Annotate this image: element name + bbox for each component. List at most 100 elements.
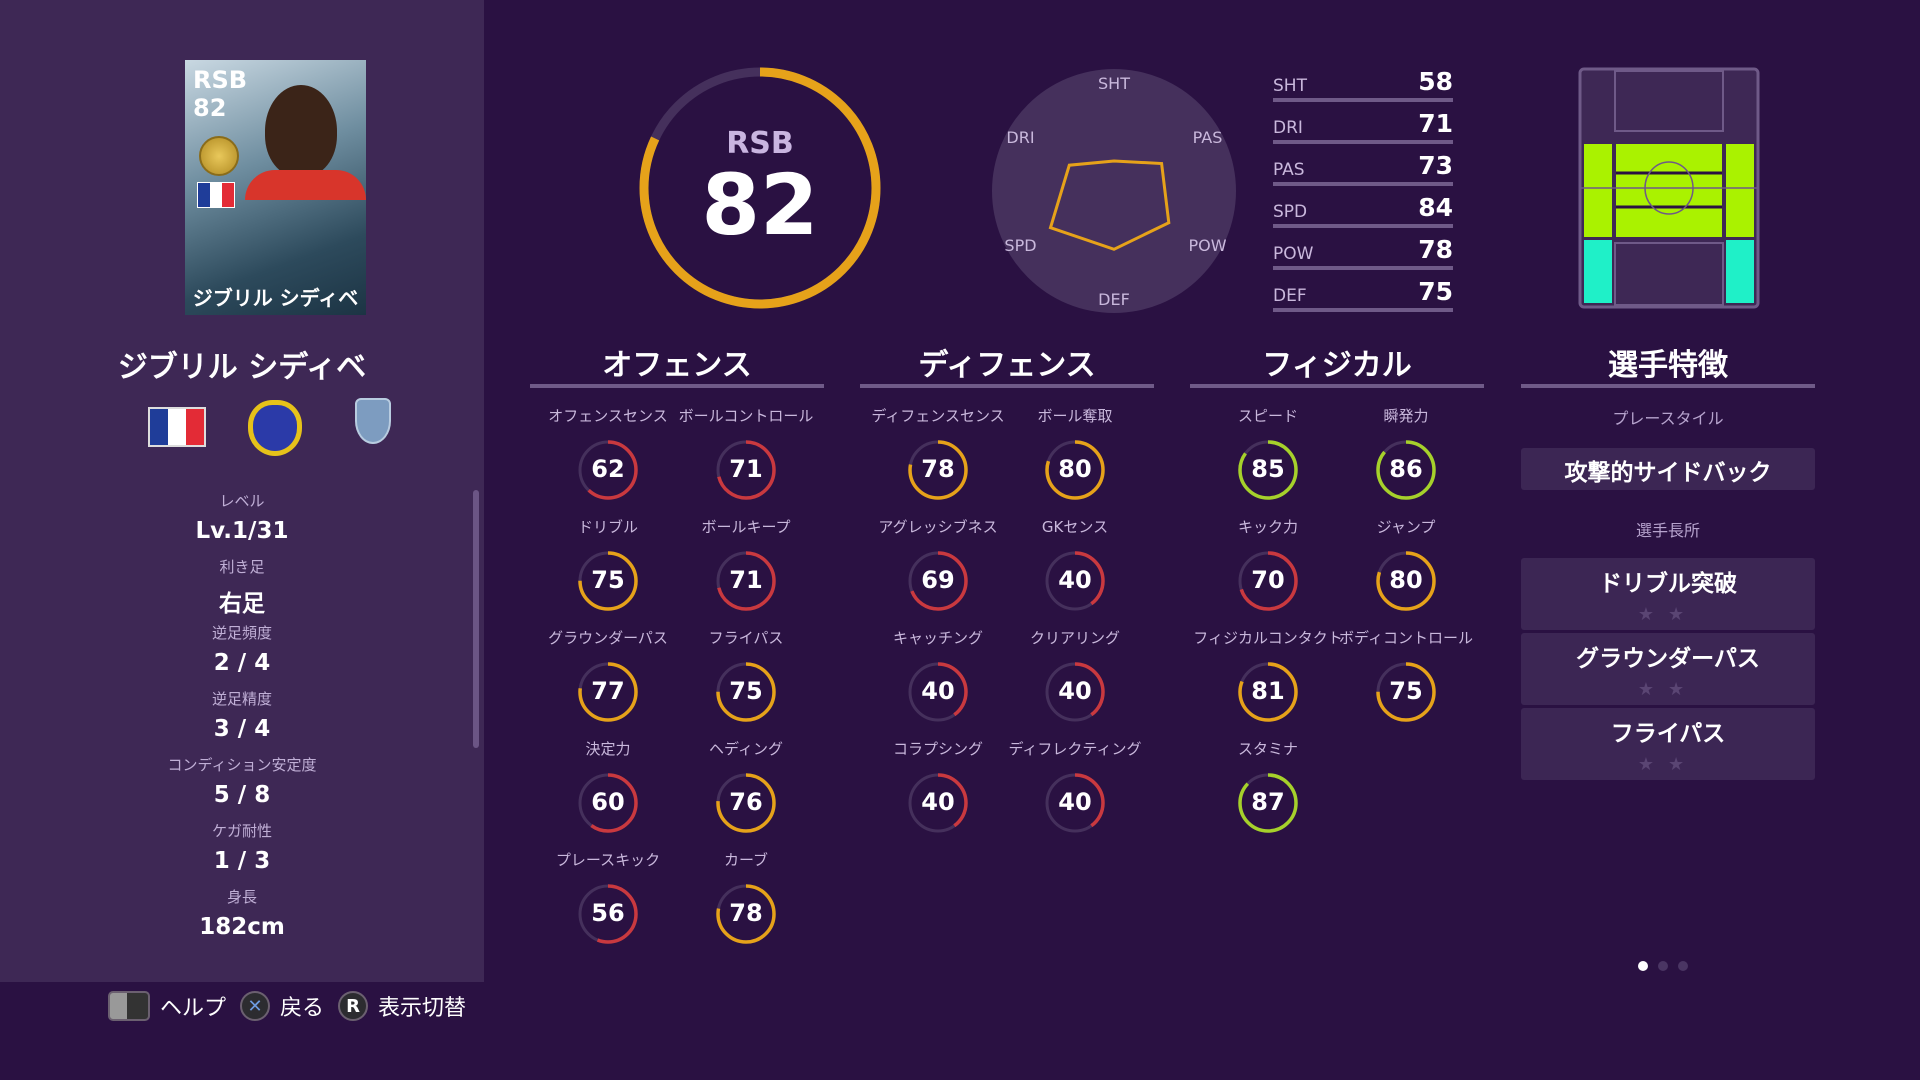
info-value: 5 / 8 [213, 782, 271, 808]
stat-ring-arc [1238, 662, 1298, 722]
position-heatmap [1578, 67, 1760, 309]
stat-label: ドリブル [577, 518, 638, 536]
section-header: フィジカル [1262, 348, 1412, 383]
page-dot[interactable] [1678, 961, 1688, 971]
player-name: ジブリル シディベ [117, 350, 367, 385]
strengths-label: 選手長所 [1635, 521, 1700, 540]
scrollbar[interactable] [473, 490, 479, 748]
stat-ring-arc [578, 884, 638, 944]
stat-label: ボールコントロール [678, 407, 814, 425]
summary-key: SPD [1273, 202, 1308, 222]
radar-axis-label: POW [1188, 236, 1226, 255]
stat-ring: 77 [576, 660, 640, 724]
strength-name: フライパス [1610, 721, 1726, 747]
toggle-view-button[interactable]: R 表示切替 [338, 990, 466, 1022]
strength-stars: ★★ [1637, 754, 1699, 775]
stat-value: 78 [921, 455, 955, 483]
summary-row: SHT 58 [1273, 60, 1453, 102]
section-divider [1190, 384, 1484, 388]
info-label: 利き足 [219, 558, 265, 576]
stat-value: 71 [729, 566, 763, 594]
stat-value: 62 [591, 455, 625, 483]
stat-ring: 40 [906, 771, 970, 835]
pagination-dots [1638, 961, 1688, 971]
page-dot[interactable] [1658, 961, 1668, 971]
stat-label: ディフレクティング [1008, 740, 1142, 758]
stat-label: スピード [1237, 407, 1298, 425]
strength-item[interactable]: フライパス ★★ [1521, 708, 1815, 780]
stat-ring: 78 [906, 438, 970, 502]
stat-ring-arc [1045, 551, 1105, 611]
info-value: 3 / 4 [213, 716, 271, 742]
stat-label: コラプシング [892, 740, 983, 758]
overall-ring [639, 67, 881, 309]
stat-value: 80 [1058, 455, 1092, 483]
stat-value: 80 [1389, 566, 1423, 594]
stat-ring: 87 [1236, 771, 1300, 835]
info-label: ケガ耐性 [211, 822, 272, 840]
stat-ring-arc [908, 773, 968, 833]
info-label: 逆足頻度 [211, 624, 272, 642]
radar-axis-label: DRI [1006, 128, 1034, 147]
stat-value: 56 [591, 899, 625, 927]
stat-label: グラウンダーパス [548, 629, 668, 647]
strength-item[interactable]: ドリブル突破 ★★ [1521, 558, 1815, 630]
stat-label: オフェンスセンス [548, 407, 668, 425]
footer-controls: ヘルプ ✕ 戻る R 表示切替 [108, 990, 466, 1022]
stat-value: 75 [1389, 677, 1423, 705]
stat-value: 60 [591, 788, 625, 816]
stat-ring-arc [578, 440, 638, 500]
stat-label: カーブ [723, 851, 769, 869]
stat-ring: 75 [714, 660, 778, 724]
stat-value: 40 [1058, 566, 1092, 594]
info-label: レベル [219, 492, 265, 510]
strength-item[interactable]: グラウンダーパス ★★ [1521, 633, 1815, 705]
radar-chart: SHT PAS POW DEF SPD DRI [992, 69, 1236, 313]
stat-ring-arc [716, 440, 776, 500]
back-button[interactable]: ✕ 戻る [240, 990, 324, 1022]
overall-ring-arc [639, 67, 881, 309]
playstyle-value: 攻撃的サイドバック [1564, 460, 1772, 486]
page-dot-active[interactable] [1638, 961, 1648, 971]
stat-value: 71 [729, 455, 763, 483]
info-label: コンディション安定度 [167, 756, 317, 774]
stat-ring: 71 [714, 438, 778, 502]
stat-label: GKセンス [1041, 518, 1109, 536]
stat-label: アグレッシブネス [878, 518, 998, 536]
stat-label: キャッチング [892, 629, 983, 647]
section-divider [530, 384, 824, 388]
summary-value: 58 [1418, 67, 1453, 96]
stat-label: ジャンプ [1376, 518, 1436, 536]
strength-stars: ★★ [1637, 604, 1699, 625]
overall-rating: 82 [701, 156, 819, 254]
stat-value: 40 [1058, 677, 1092, 705]
touchpad-icon [108, 991, 150, 1021]
info-value: 右足 [219, 591, 265, 617]
radar-polygon [1048, 159, 1171, 251]
stat-value: 85 [1251, 455, 1285, 483]
stat-value: 40 [921, 788, 955, 816]
strength-name: ドリブル突破 [1599, 571, 1737, 597]
stat-ring: 86 [1374, 438, 1438, 502]
stat-ring-arc [1376, 662, 1436, 722]
strength-name: グラウンダーパス [1576, 646, 1760, 672]
stat-label: フライパス [708, 629, 784, 647]
france-flag-icon [197, 182, 235, 208]
help-button[interactable]: ヘルプ [108, 990, 226, 1022]
stat-ring: 76 [714, 771, 778, 835]
stat-value: 76 [729, 788, 763, 816]
playstyle-box[interactable]: 攻撃的サイドバック [1521, 448, 1815, 490]
stat-value: 87 [1251, 788, 1285, 816]
radar-background [992, 69, 1236, 313]
summary-key: SHT [1273, 76, 1307, 96]
summary-row: DRI 71 [1273, 102, 1453, 144]
stat-label: ディフェンスセンス [871, 407, 1005, 425]
summary-key: POW [1273, 244, 1314, 264]
stat-value: 69 [921, 566, 955, 594]
stat-value: 40 [1058, 788, 1092, 816]
stat-ring: 71 [714, 549, 778, 613]
stat-value: 75 [591, 566, 625, 594]
stat-ring-arc [908, 551, 968, 611]
stat-ring-arc [908, 662, 968, 722]
summary-value: 71 [1418, 109, 1453, 138]
